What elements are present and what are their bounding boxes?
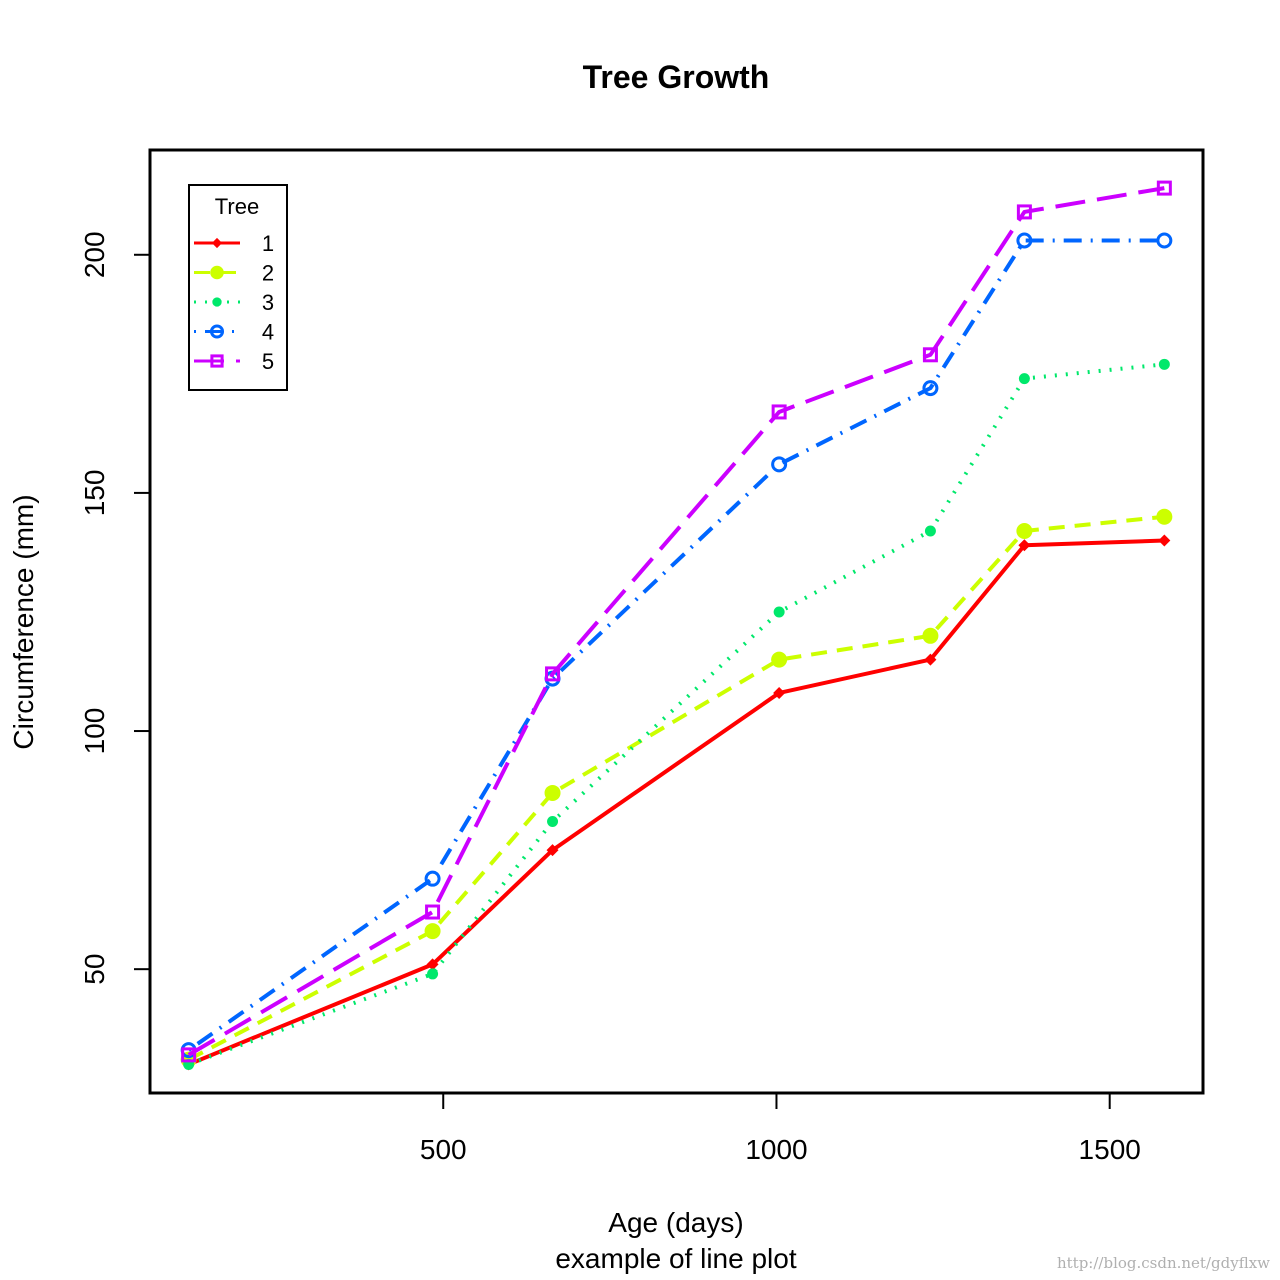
legend-item-1: 1 xyxy=(194,231,274,256)
series-1 xyxy=(182,534,1171,1071)
legend-label: 2 xyxy=(262,261,274,286)
y-axis: 50 100 150 200 xyxy=(79,231,151,985)
legend-label: 3 xyxy=(262,290,274,315)
chart-subtitle: example of line plot xyxy=(555,1243,796,1274)
legend-swatch-marker xyxy=(211,237,223,249)
legend-box xyxy=(188,184,288,391)
legend-item-5: 5 xyxy=(194,349,274,374)
legend-swatch-marker xyxy=(210,354,224,368)
plot-frame xyxy=(148,148,1205,1095)
watermark: http://blog.csdn.net/gdyflxw xyxy=(1057,1254,1270,1272)
legend-swatch-marker xyxy=(209,324,225,339)
data-point-series-2 xyxy=(771,651,788,668)
data-point-series-3 xyxy=(773,606,785,618)
data-point-series-2 xyxy=(424,923,441,940)
data-point-series-4 xyxy=(771,456,788,473)
series-line-4 xyxy=(187,238,1165,1052)
data-point-series-4 xyxy=(1156,232,1173,249)
legend: Tree 1 2 3 4 5 xyxy=(188,184,288,391)
legend-label: 4 xyxy=(262,320,274,345)
data-point-series-3 xyxy=(924,525,936,537)
data-point-series-2 xyxy=(1156,508,1173,525)
legend-item-4: 4 xyxy=(194,320,274,345)
x-tick-label: 500 xyxy=(420,1134,467,1165)
series-layer xyxy=(180,180,1173,1071)
data-point-series-1 xyxy=(426,958,439,971)
data-point-series-3 xyxy=(427,968,439,980)
y-tick-label: 200 xyxy=(79,231,110,278)
series-3 xyxy=(183,358,1170,1070)
legend-swatch-marker xyxy=(210,265,224,280)
y-tick-label: 100 xyxy=(79,708,110,755)
data-point-series-5 xyxy=(1016,204,1032,220)
y-tick-label: 150 xyxy=(79,470,110,517)
legend-label: 1 xyxy=(262,231,274,256)
series-line-2 xyxy=(187,514,1165,1062)
data-point-series-3 xyxy=(1018,373,1030,385)
data-point-series-1 xyxy=(1018,539,1031,552)
data-point-series-1 xyxy=(924,653,937,666)
y-axis-label: Circumference (mm) xyxy=(8,494,39,749)
series-line-5 xyxy=(187,186,1165,1057)
data-point-series-5 xyxy=(545,666,561,682)
data-point-series-5 xyxy=(1156,180,1172,196)
legend-item-3: 3 xyxy=(194,290,274,315)
data-point-series-1 xyxy=(773,686,786,699)
series-line-3 xyxy=(187,362,1165,1067)
series-5 xyxy=(181,180,1172,1063)
y-tick-label: 50 xyxy=(79,954,110,985)
x-tick-label: 1000 xyxy=(745,1134,807,1165)
chart-title: Tree Growth xyxy=(583,59,770,95)
data-point-series-3 xyxy=(1158,358,1170,370)
data-point-series-5 xyxy=(425,904,441,920)
series-4 xyxy=(180,232,1173,1059)
data-point-series-4 xyxy=(424,870,441,887)
data-point-series-2 xyxy=(922,627,939,644)
data-point-series-5 xyxy=(922,347,938,363)
data-point-series-3 xyxy=(547,816,559,828)
data-point-series-4 xyxy=(1016,232,1033,249)
legend-title: Tree xyxy=(215,194,259,219)
data-point-series-5 xyxy=(181,1047,197,1063)
data-point-series-2 xyxy=(1016,523,1033,540)
legend-item-2: 2 xyxy=(194,261,274,286)
series-line-1 xyxy=(187,538,1165,1067)
data-point-series-1 xyxy=(1158,534,1171,547)
data-point-series-2 xyxy=(544,784,561,801)
legend-items: 1 2 3 4 5 xyxy=(194,231,274,374)
series-2 xyxy=(180,508,1173,1068)
data-point-series-1 xyxy=(546,844,559,857)
x-tick-label: 1500 xyxy=(1079,1134,1141,1165)
x-axis-label: Age (days) xyxy=(608,1207,743,1238)
data-point-series-4 xyxy=(922,380,939,397)
legend-label: 5 xyxy=(262,349,274,374)
x-axis: 500 1000 1500 xyxy=(420,1092,1141,1165)
legend-swatch-marker xyxy=(212,297,222,307)
data-point-series-5 xyxy=(771,404,787,420)
